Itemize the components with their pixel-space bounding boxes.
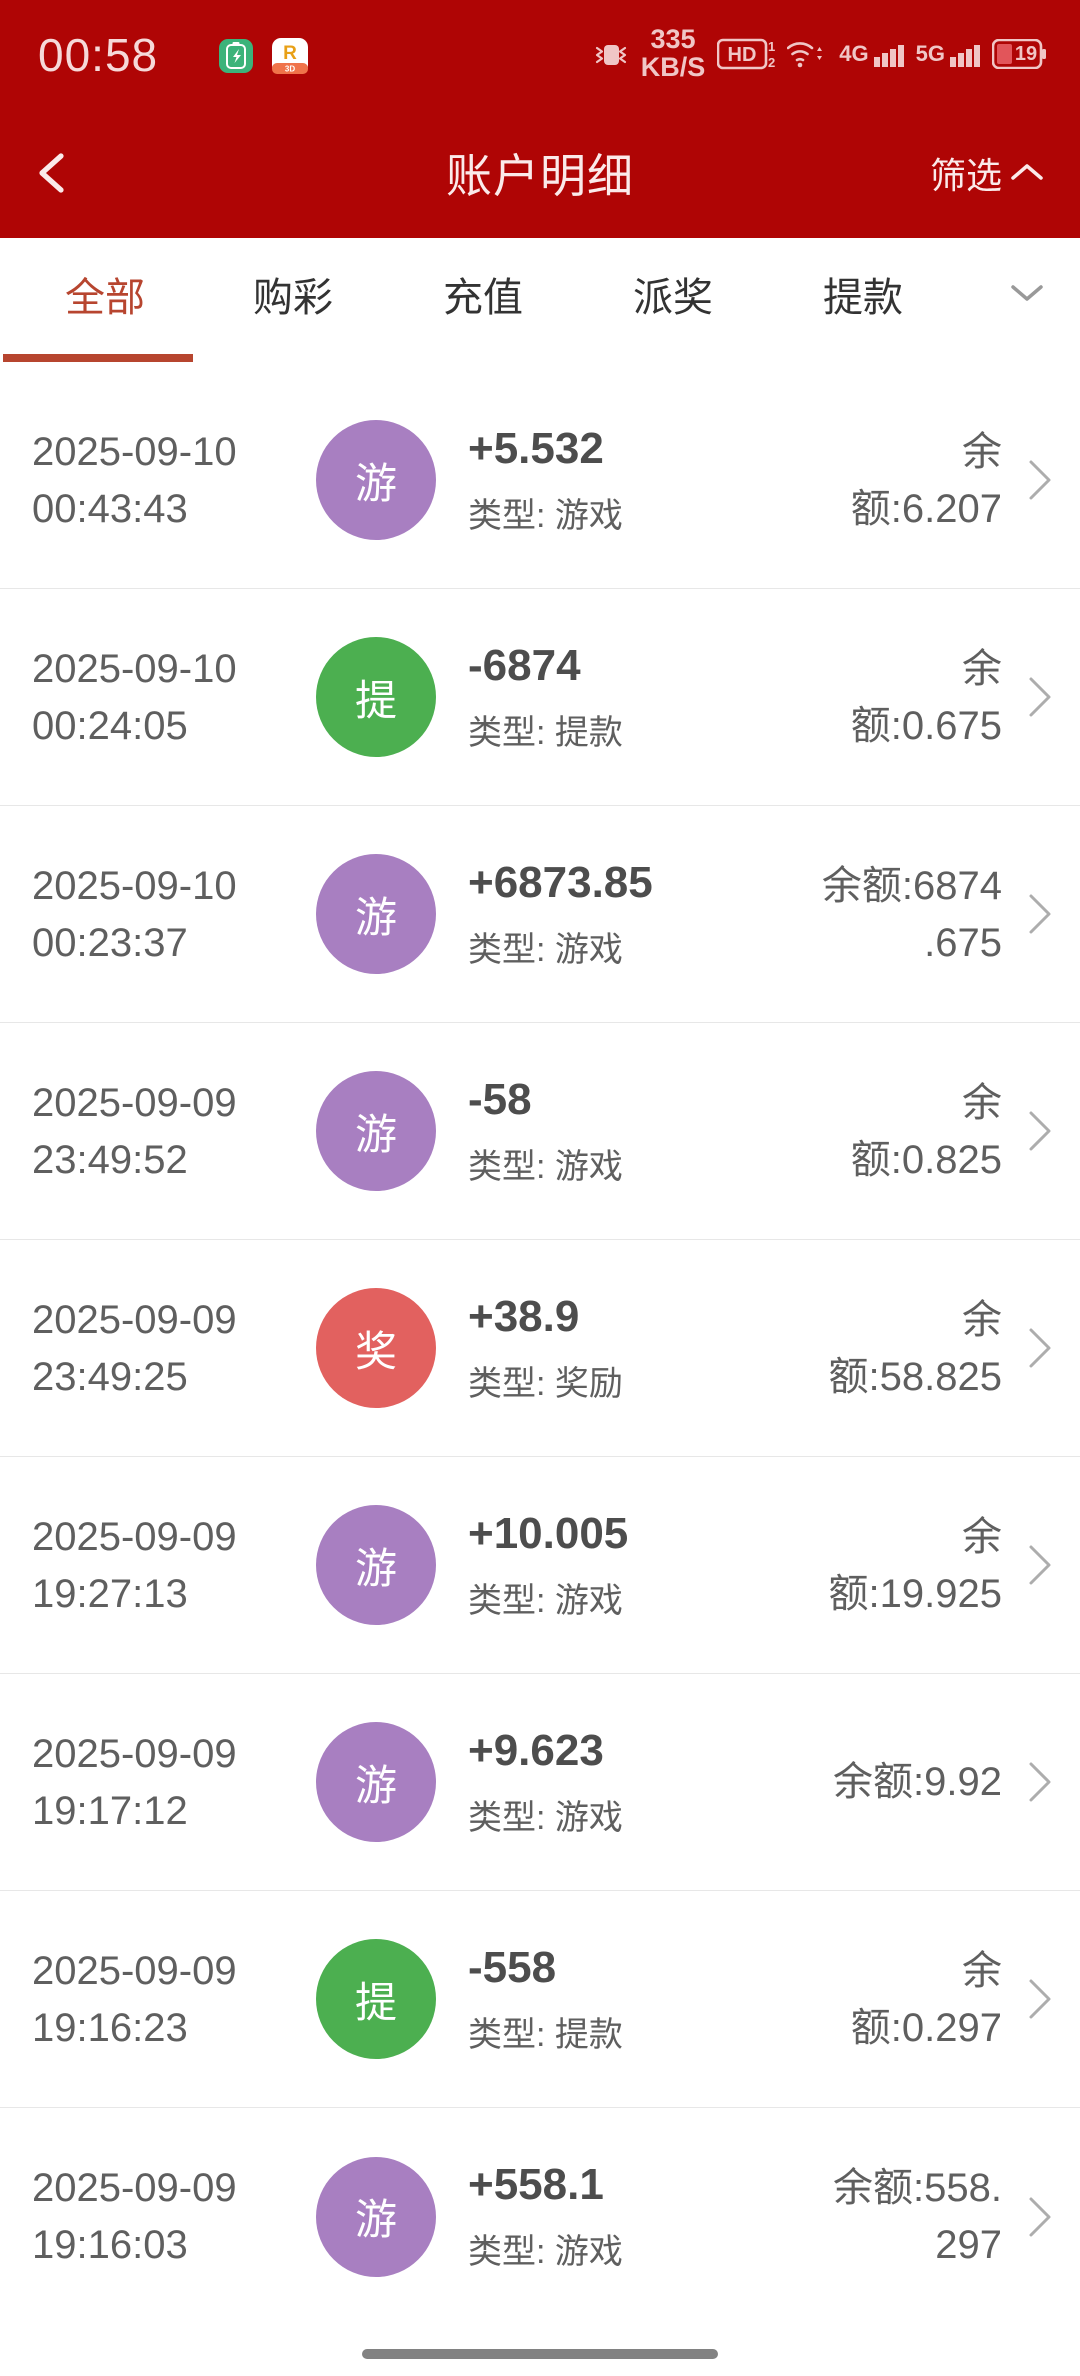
svg-text:R: R (283, 43, 297, 64)
svg-text:1: 1 (768, 39, 775, 54)
svg-text:19: 19 (1015, 43, 1037, 65)
svg-text:3D: 3D (285, 65, 295, 74)
svg-text:HD: HD (728, 44, 757, 66)
svg-text:2: 2 (768, 55, 775, 70)
